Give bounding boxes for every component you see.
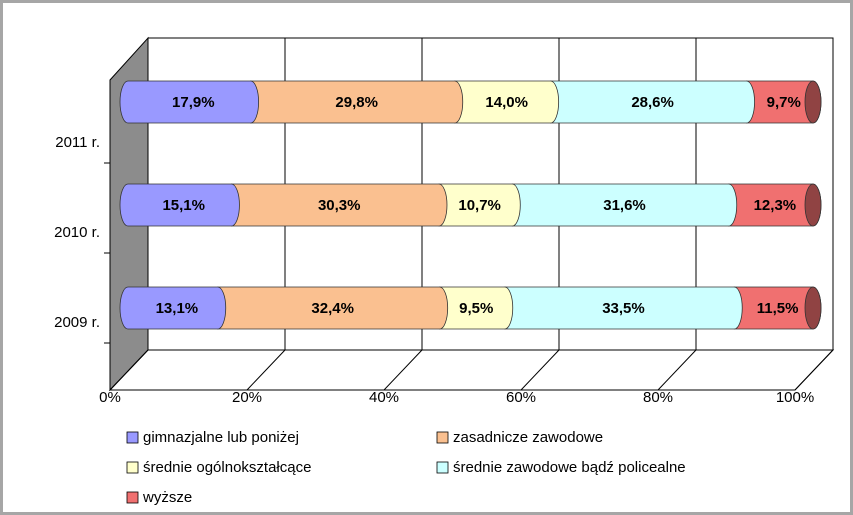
legend-label: wyższe xyxy=(142,489,192,506)
legend-swatch xyxy=(126,461,139,474)
floor-grid-line xyxy=(246,349,286,391)
x-tick-label: 0% xyxy=(99,389,121,406)
bar-segment xyxy=(438,183,521,227)
floor-grid-line xyxy=(794,349,834,391)
y-tick-label: 2010 r. xyxy=(54,224,100,241)
value-label: 28,6% xyxy=(631,94,674,111)
bar-segment xyxy=(454,80,560,124)
bar-segment xyxy=(119,80,260,124)
bar-segment xyxy=(119,183,240,227)
floor-grid-line xyxy=(657,349,697,391)
y-tick-label: 2009 r. xyxy=(54,314,100,331)
bar-segment xyxy=(217,286,449,330)
bar-segment xyxy=(550,80,755,124)
legend-label: gimnazjalne lub poniżej xyxy=(143,429,299,446)
bar-end-cap xyxy=(804,286,822,330)
value-label: 11,5% xyxy=(757,300,799,317)
bar-end-cap xyxy=(804,80,822,124)
legend-swatch xyxy=(126,491,139,504)
value-label: 12,3% xyxy=(754,197,797,214)
value-label: 14,0% xyxy=(485,94,528,111)
x-tick-label: 40% xyxy=(369,389,399,406)
bar-segment xyxy=(511,183,738,227)
value-label: 9,7% xyxy=(767,94,801,111)
value-label: 31,6% xyxy=(603,197,646,214)
value-label: 10,7% xyxy=(458,197,501,214)
legend-label: zasadnicze zawodowe xyxy=(453,429,603,446)
floor-grid-line xyxy=(383,349,423,391)
value-label: 15,1% xyxy=(162,197,205,214)
bar-segment xyxy=(231,183,448,227)
x-tick-label: 100% xyxy=(776,389,814,406)
bar-segment xyxy=(439,286,514,330)
value-label: 17,9% xyxy=(172,94,215,111)
x-tick-label: 80% xyxy=(643,389,673,406)
legend-label: średnie ogólnokształcące xyxy=(143,459,311,476)
floor-grid-line xyxy=(520,349,560,391)
value-label: 30,3% xyxy=(318,197,361,214)
floor-grid-line xyxy=(109,349,149,391)
floor xyxy=(108,349,835,391)
value-label: 29,8% xyxy=(335,94,378,111)
bar-segment xyxy=(119,286,227,330)
value-label: 9,5% xyxy=(459,300,493,317)
legend-swatch xyxy=(436,431,449,444)
bar-segment xyxy=(504,286,743,330)
legend-swatch xyxy=(126,431,139,444)
value-label: 33,5% xyxy=(602,300,645,317)
bar-end-cap xyxy=(804,183,822,227)
legend-label: średnie zawodowe bądź policealne xyxy=(453,459,686,476)
value-label: 32,4% xyxy=(311,300,354,317)
x-tick-label: 20% xyxy=(232,389,262,406)
x-tick-label: 60% xyxy=(506,389,536,406)
bar-segment xyxy=(250,80,464,124)
legend-swatch xyxy=(436,461,449,474)
y-tick-label: 2011 r. xyxy=(55,134,100,151)
value-label: 13,1% xyxy=(156,300,199,317)
